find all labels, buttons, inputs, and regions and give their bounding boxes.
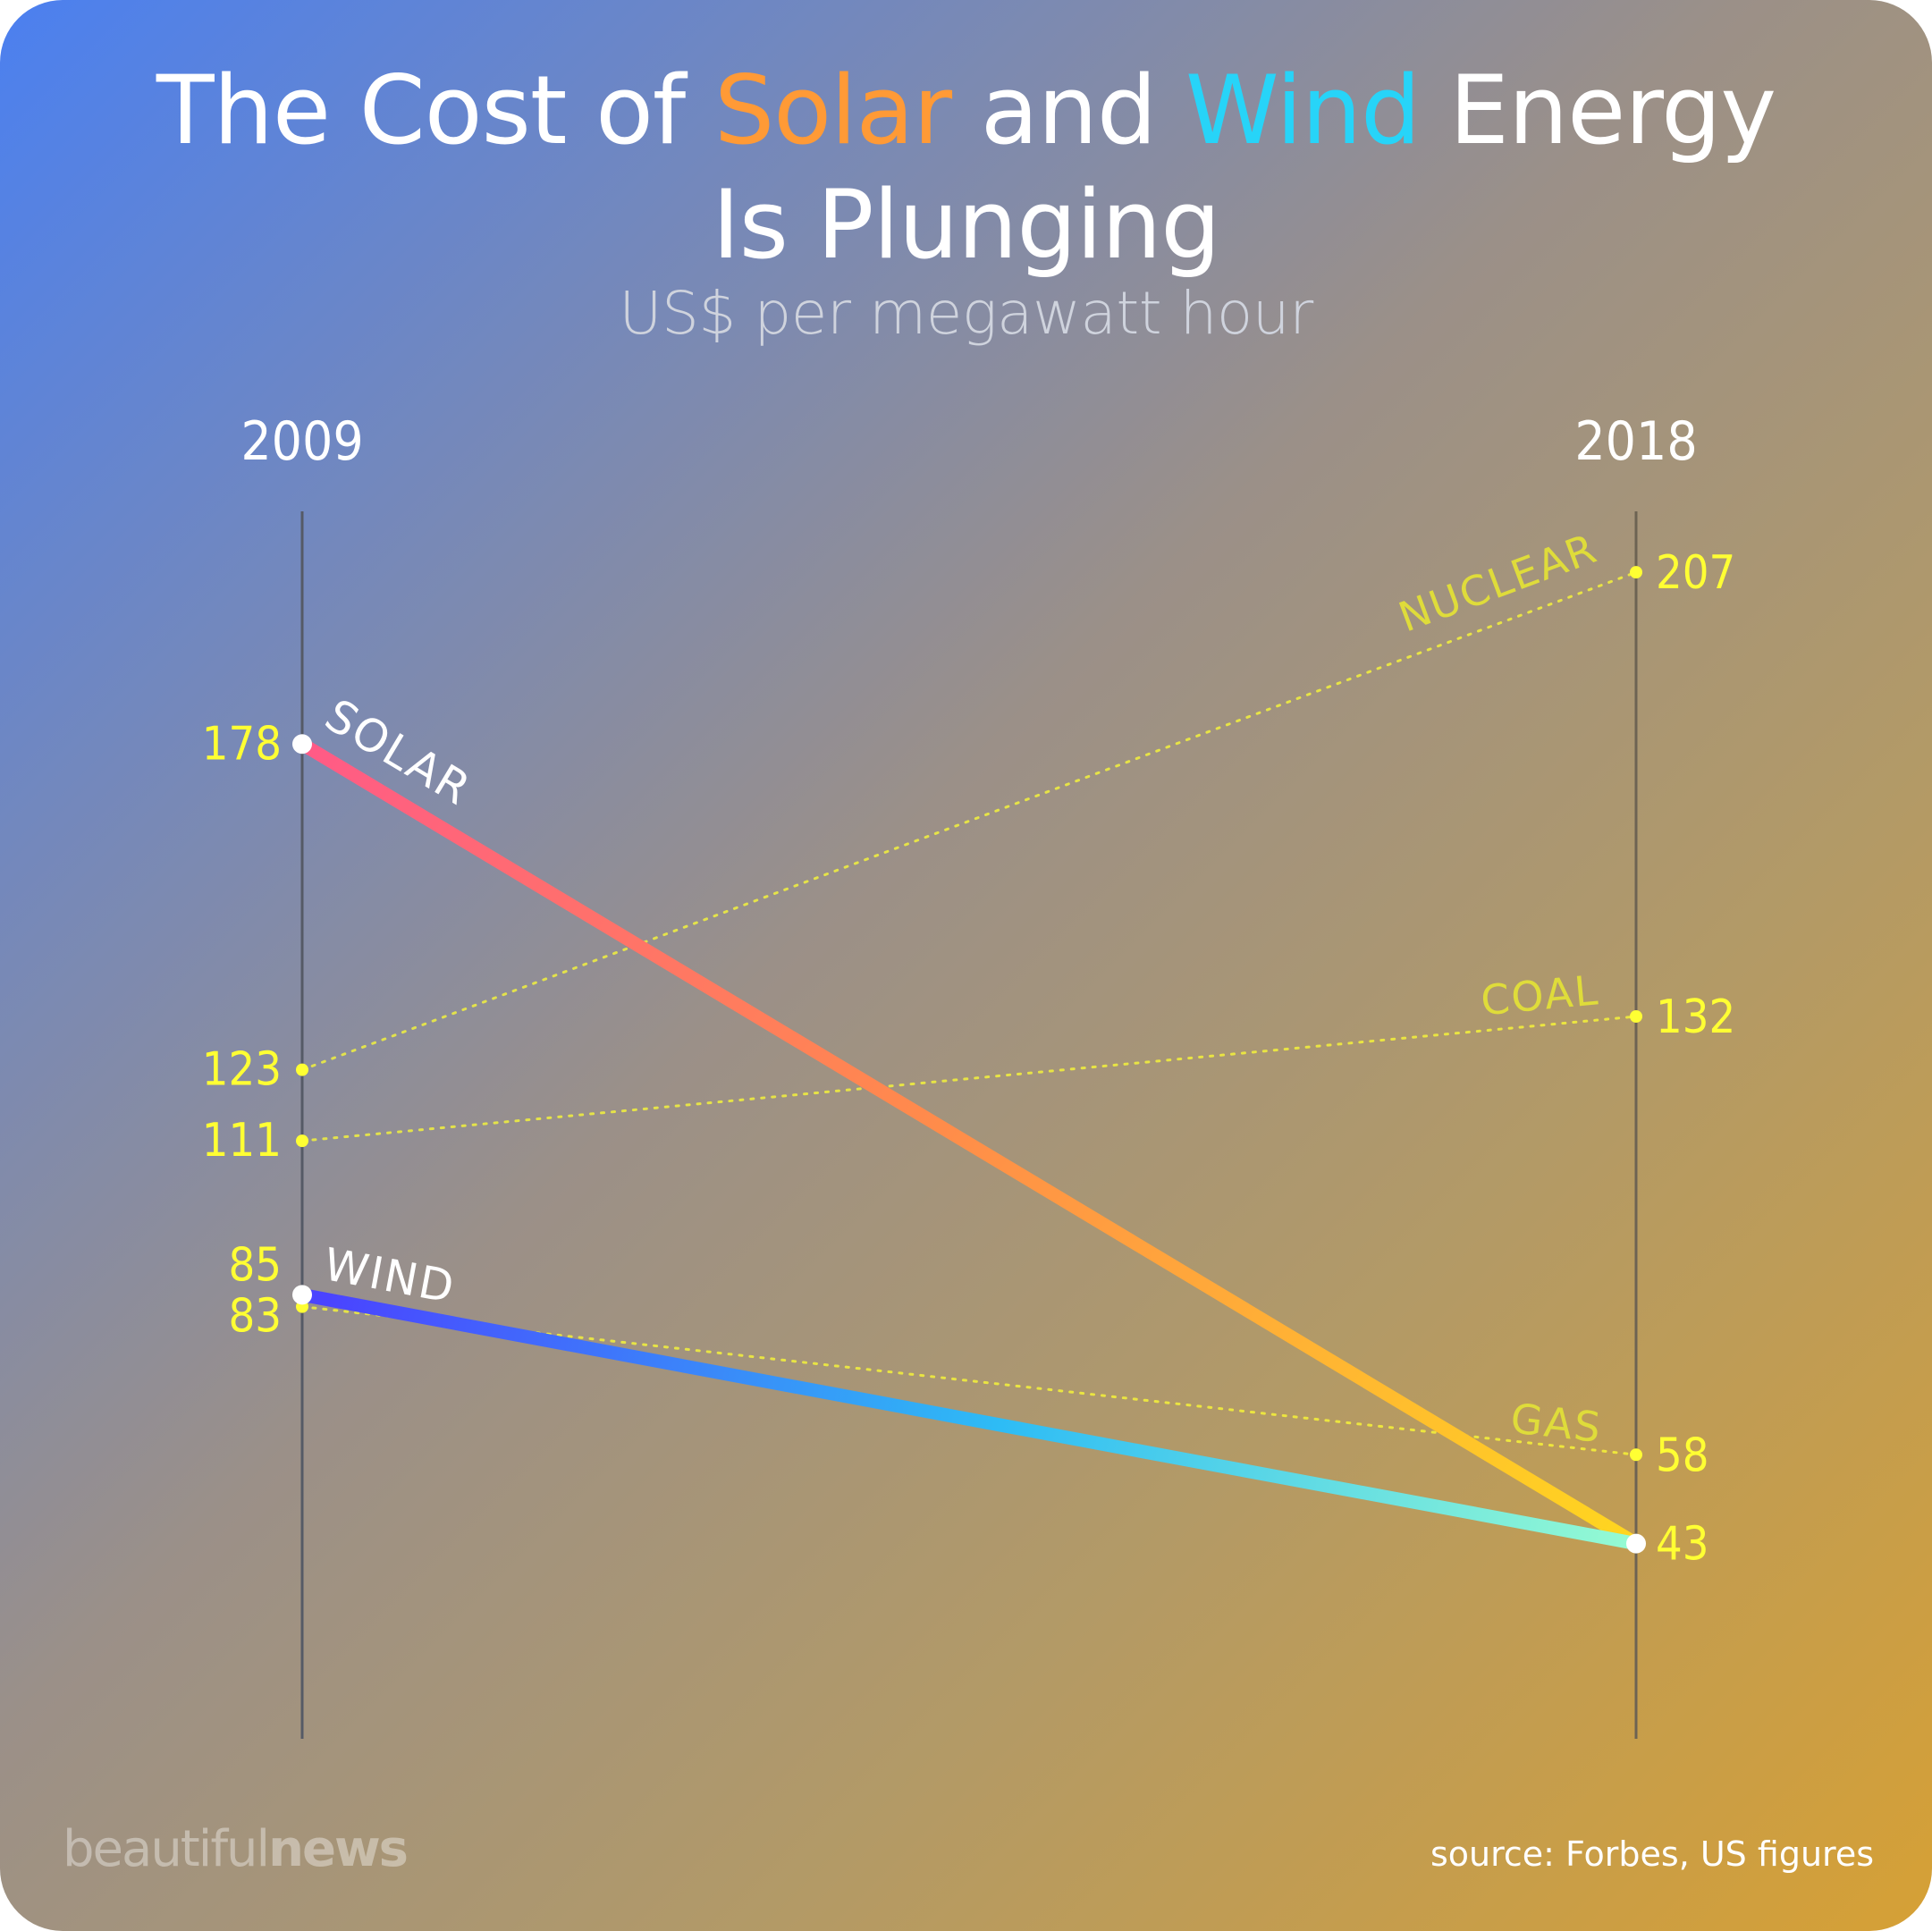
- wind-2009-point: [292, 1285, 312, 1305]
- title-part-3: Energy: [1420, 55, 1776, 165]
- title-line-1: The Cost of Solar and Wind Energy: [0, 54, 1932, 168]
- coal-series-label: COAL: [1479, 966, 1601, 1025]
- coal-2009-point: [296, 1134, 308, 1148]
- solar-line: [295, 737, 1643, 1551]
- coal-line: [300, 1015, 1638, 1143]
- value-label-2018-207: 207: [1656, 546, 1735, 600]
- solar-2009-point: [292, 734, 312, 755]
- gas-line: [300, 1305, 1638, 1456]
- value-label-2018-43: 43: [1656, 1518, 1709, 1572]
- title-part-2: and: [951, 55, 1185, 165]
- beautifulnews-logo: beautifulnews: [63, 1820, 409, 1878]
- chart-title: The Cost of Solar and Wind Energy Is Plu…: [0, 54, 1932, 282]
- nuclear-2009-point: [296, 1063, 308, 1076]
- value-label-2009-178: 178: [202, 717, 282, 771]
- wind-line: [295, 1287, 1643, 1551]
- year-label-2018: 2018: [1574, 410, 1697, 473]
- value-label-2018-58: 58: [1656, 1429, 1709, 1482]
- nuclear-2018-point: [1630, 566, 1642, 579]
- value-label-2018-132: 132: [1656, 991, 1735, 1044]
- gas-series-label: GAS: [1508, 1394, 1605, 1452]
- title-wind-word: Wind: [1185, 55, 1421, 165]
- value-label-2009-85: 85: [228, 1238, 282, 1292]
- solar-wind-2018-point: [1626, 1533, 1646, 1554]
- value-label-2009-123: 123: [202, 1043, 282, 1097]
- gas-2018-point: [1630, 1448, 1642, 1462]
- nuclear-line: [300, 570, 1638, 1072]
- source-note: source: Forbes, US figures: [1430, 1834, 1874, 1874]
- year-label-2009: 2009: [240, 410, 363, 473]
- logo-bold: news: [268, 1820, 409, 1878]
- title-solar-word: Solar: [713, 55, 952, 165]
- chart-subtitle: US$ per megawatt hour: [619, 279, 1313, 348]
- title-part-1: The Cost of: [156, 55, 714, 165]
- title-line-2: Is Plunging: [712, 170, 1220, 280]
- value-label-2009-111: 111: [202, 1114, 282, 1168]
- series-layer: NUCLEARCOALGASSOLARWIND17812311185832071…: [202, 524, 1736, 1572]
- logo-light: beautiful: [63, 1820, 270, 1878]
- value-label-2009-83: 83: [228, 1290, 282, 1344]
- coal-2018-point: [1630, 1010, 1642, 1023]
